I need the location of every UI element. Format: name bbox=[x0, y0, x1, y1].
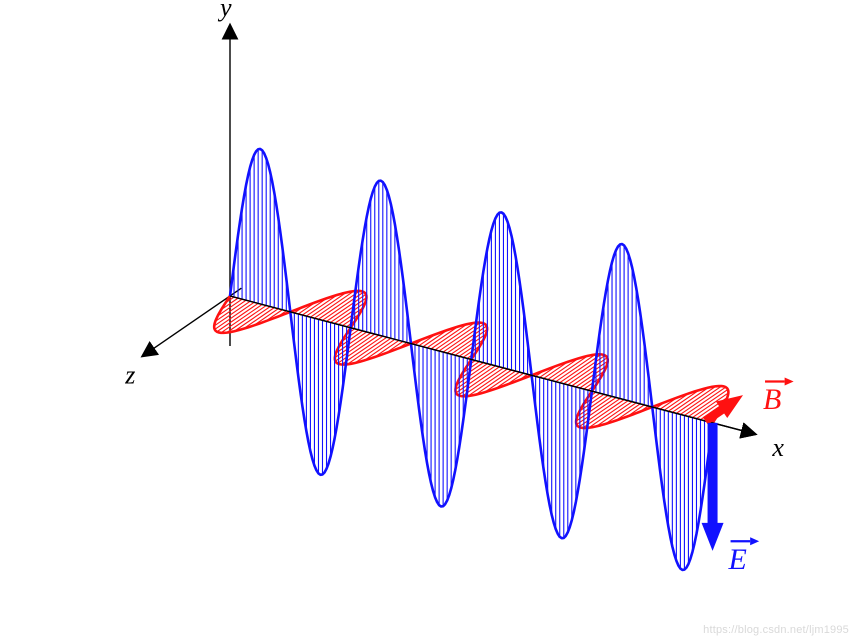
axis-x-overlay bbox=[230, 296, 754, 434]
svg-text:E: E bbox=[728, 543, 747, 576]
axis-label-x: x bbox=[771, 433, 784, 462]
axis-label-y: y bbox=[217, 0, 232, 22]
axes: x y z bbox=[124, 0, 784, 462]
watermark: https://blog.csdn.net/ljm1995 bbox=[703, 624, 849, 636]
e-field-label: E bbox=[728, 537, 760, 576]
svg-text:B: B bbox=[763, 383, 781, 416]
axis-label-z: z bbox=[124, 361, 135, 390]
b-field-label: B bbox=[763, 377, 794, 416]
